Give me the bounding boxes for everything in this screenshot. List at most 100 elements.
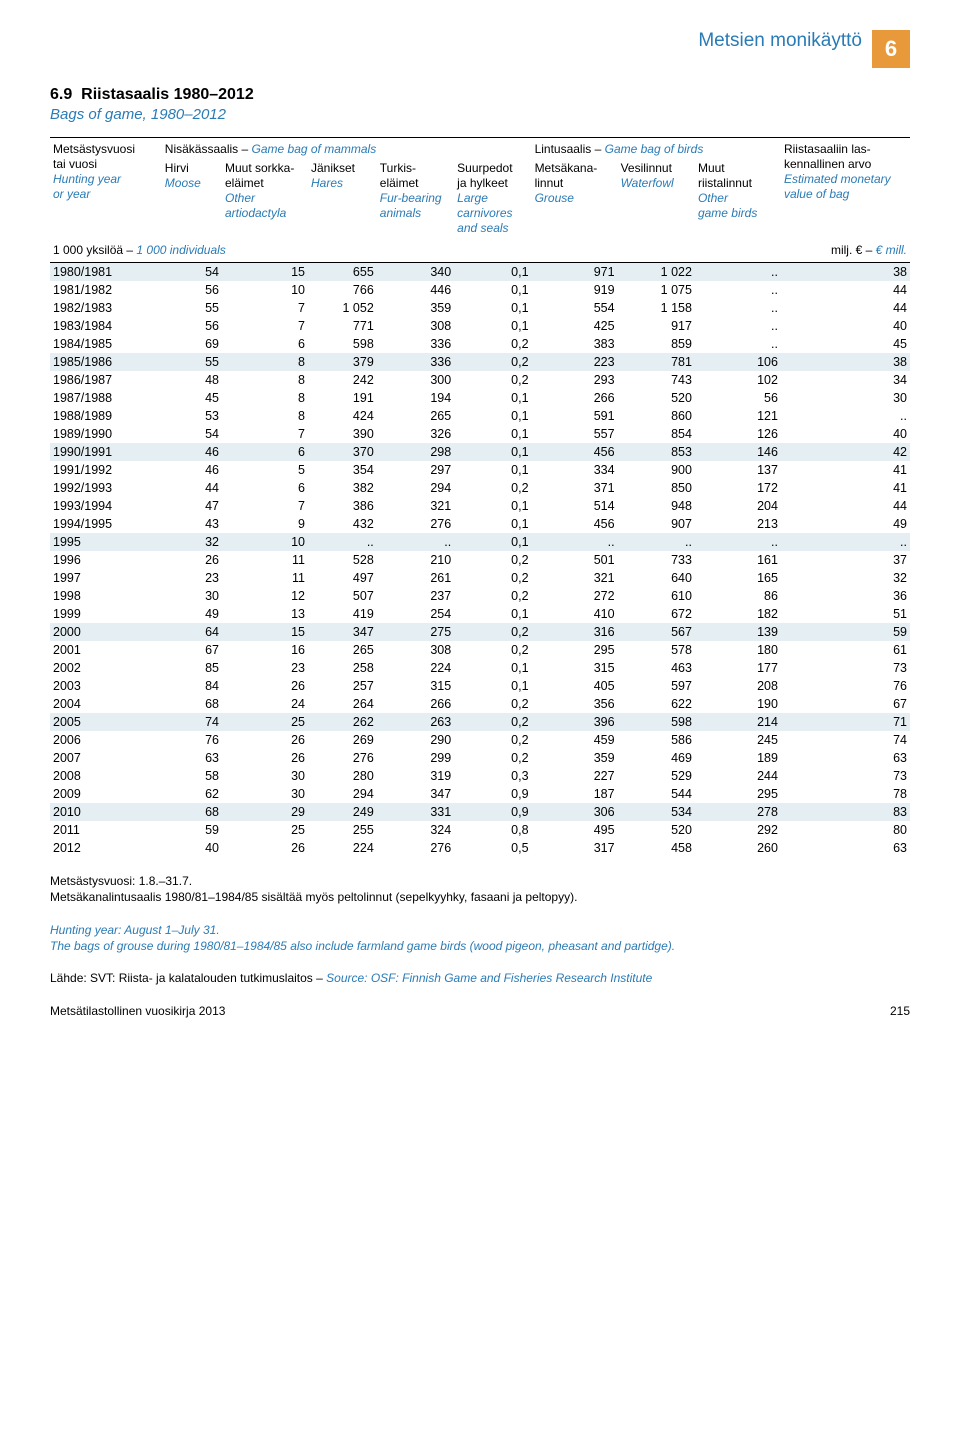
table-cell: 8 — [222, 389, 308, 407]
c3-en: Hares — [311, 176, 374, 191]
table-cell: 382 — [308, 479, 377, 497]
table-cell: 63 — [162, 749, 222, 767]
table-row: 200676262692900,245958624574 — [50, 731, 910, 749]
col-year-en2: or year — [53, 187, 159, 202]
source-en: Source: OSF: Finnish Game and Fisheries … — [326, 971, 652, 985]
table-cell: 44 — [781, 497, 910, 515]
c7-fi: Vesilinnut — [621, 161, 692, 176]
table-cell: 265 — [377, 407, 454, 425]
source: Lähde: SVT: Riista- ja kalatalouden tutk… — [50, 970, 910, 986]
table-cell: 190 — [695, 695, 781, 713]
table-row: 1982/19835571 0523590,15541 158..44 — [50, 299, 910, 317]
table-cell: 56 — [695, 389, 781, 407]
c9-fi2: kennallinen arvo — [784, 157, 907, 172]
table-row: 1994/19954394322760,145690721349 — [50, 515, 910, 533]
table-cell: 224 — [377, 659, 454, 677]
table-cell: 1983/1984 — [50, 317, 162, 335]
c5-en2: carnivores — [457, 206, 528, 221]
footnotes: Metsästysvuosi: 1.8.–31.7. Metsäkanalint… — [50, 873, 910, 986]
table-cell: 1994/1995 — [50, 515, 162, 533]
table-cell: 42 — [781, 443, 910, 461]
table-cell: 0,1 — [454, 605, 531, 623]
c4-fi2: eläimet — [380, 176, 451, 191]
group2-en: Game bag of birds — [605, 142, 704, 156]
table-cell: 0,1 — [454, 659, 531, 677]
table-cell: 860 — [618, 407, 695, 425]
table-cell: 0,2 — [454, 371, 531, 389]
table-cell: 224 — [308, 839, 377, 857]
table-cell: 32 — [781, 569, 910, 587]
c6-fi1: Metsäkana- — [535, 161, 615, 176]
table-cell: 55 — [162, 353, 222, 371]
table-cell: 26 — [222, 677, 308, 695]
table-cell: 0,9 — [454, 803, 531, 821]
table-cell: 356 — [532, 695, 618, 713]
table-cell: 41 — [781, 479, 910, 497]
col-year-fi2: tai vuosi — [53, 157, 159, 172]
table-cell: 2003 — [50, 677, 162, 695]
table-cell: 260 — [695, 839, 781, 857]
table-cell: 425 — [532, 317, 618, 335]
table-cell: 275 — [377, 623, 454, 641]
table-cell: 2006 — [50, 731, 162, 749]
table-row: 1990/19914663702980,145685314642 — [50, 443, 910, 461]
table-cell: 54 — [162, 425, 222, 443]
table-cell: 45 — [781, 335, 910, 353]
footer-page-number: 215 — [890, 1004, 910, 1018]
table-cell: 0,1 — [454, 425, 531, 443]
table-cell: 900 — [618, 461, 695, 479]
table-cell: 86 — [695, 587, 781, 605]
table-cell: 258 — [308, 659, 377, 677]
table-cell: .. — [308, 533, 377, 551]
note-4: The bags of grouse during 1980/81–1984/8… — [50, 938, 910, 954]
c5-fi1: Suurpedot — [457, 161, 528, 176]
table-cell: 74 — [781, 731, 910, 749]
table-cell: 78 — [781, 785, 910, 803]
table-cell: 126 — [695, 425, 781, 443]
page-header: Metsien monikäyttö 6 — [50, 30, 910, 68]
table-cell: 25 — [222, 713, 308, 731]
table-cell: 359 — [532, 749, 618, 767]
table-row: 200468242642660,235662219067 — [50, 695, 910, 713]
table-cell: 276 — [308, 749, 377, 767]
table-cell: 177 — [695, 659, 781, 677]
table-cell: 30 — [222, 785, 308, 803]
table-cell: 1988/1989 — [50, 407, 162, 425]
table-cell: 58 — [162, 767, 222, 785]
table-cell: .. — [781, 407, 910, 425]
c7-en: Waterfowl — [621, 176, 692, 191]
table-cell: 463 — [618, 659, 695, 677]
table-cell: 23 — [162, 569, 222, 587]
table-row: 200858302803190,322752924473 — [50, 767, 910, 785]
table-row: 1984/19856965983360,2383859..45 — [50, 335, 910, 353]
table-cell: 0,2 — [454, 335, 531, 353]
table-cell: 324 — [377, 821, 454, 839]
table-cell: 0,2 — [454, 569, 531, 587]
table-cell: 290 — [377, 731, 454, 749]
table-cell: 45 — [162, 389, 222, 407]
table-cell: 74 — [162, 713, 222, 731]
table-cell: 276 — [377, 515, 454, 533]
table-cell: 0,2 — [454, 695, 531, 713]
table-cell: 598 — [308, 335, 377, 353]
table-row: 1985/19865583793360,222378110638 — [50, 353, 910, 371]
table-cell: 459 — [532, 731, 618, 749]
table-row: 1991/19924653542970,133490013741 — [50, 461, 910, 479]
table-cell: 38 — [781, 353, 910, 371]
table-cell: 0,1 — [454, 407, 531, 425]
table-cell: 26 — [222, 839, 308, 857]
table-cell: 5 — [222, 461, 308, 479]
c8-en1: Other — [698, 191, 778, 206]
table-cell: 278 — [695, 803, 781, 821]
table-cell: 1 075 — [618, 281, 695, 299]
table-cell: 1981/1982 — [50, 281, 162, 299]
table-cell: 672 — [618, 605, 695, 623]
table-cell: 1989/1990 — [50, 425, 162, 443]
table-cell: 8 — [222, 353, 308, 371]
c2-en1: Other — [225, 191, 305, 206]
table-cell: 2008 — [50, 767, 162, 785]
table-cell: 63 — [781, 839, 910, 857]
table-cell: 6 — [222, 335, 308, 353]
c8-en2: game birds — [698, 206, 778, 221]
table-cell: 46 — [162, 461, 222, 479]
